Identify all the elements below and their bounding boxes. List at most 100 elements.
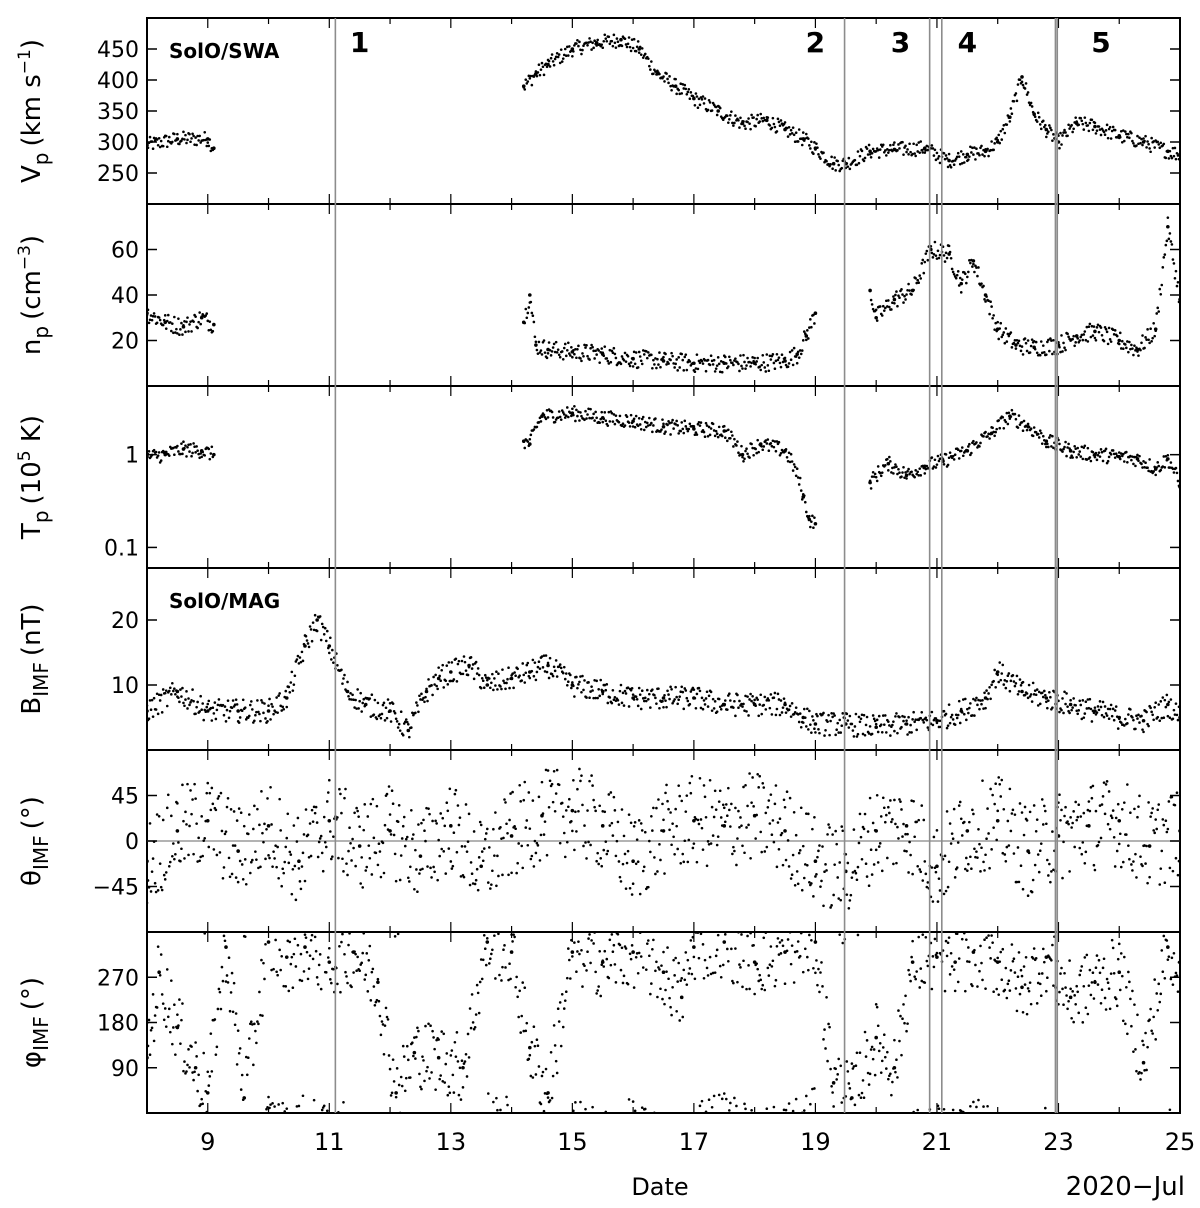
data-point xyxy=(1103,705,1107,708)
data-point xyxy=(505,822,508,826)
data-point xyxy=(671,354,674,358)
data-point xyxy=(1140,714,1143,718)
data-point xyxy=(381,703,385,707)
data-point xyxy=(642,428,646,432)
data-point xyxy=(1058,345,1061,349)
data-point xyxy=(557,353,561,357)
data-point xyxy=(543,820,547,823)
data-point xyxy=(791,363,795,367)
data-point xyxy=(1021,887,1025,891)
data-point xyxy=(623,424,627,427)
data-point xyxy=(793,465,797,469)
data-point xyxy=(1138,454,1141,458)
data-point xyxy=(230,706,234,710)
data-point xyxy=(993,142,996,145)
data-point xyxy=(194,136,197,139)
data-point xyxy=(1090,118,1094,122)
data-point xyxy=(742,120,745,123)
data-point xyxy=(1167,800,1171,803)
data-point xyxy=(591,784,594,787)
data-point xyxy=(648,416,651,420)
data-point xyxy=(194,451,197,454)
data-point xyxy=(1093,868,1097,872)
data-point xyxy=(563,677,567,681)
data-point xyxy=(445,801,449,805)
data-point xyxy=(729,358,732,362)
data-point xyxy=(1002,331,1006,334)
data-point xyxy=(716,109,720,113)
data-point xyxy=(799,725,803,729)
data-point xyxy=(290,670,294,674)
data-point xyxy=(636,40,640,43)
data-point xyxy=(514,985,517,989)
data-point xyxy=(889,460,892,463)
data-point xyxy=(647,697,650,701)
data-point xyxy=(813,311,818,316)
data-point xyxy=(962,712,966,716)
data-point xyxy=(629,361,633,364)
data-point xyxy=(711,834,715,837)
data-point xyxy=(795,870,799,873)
data-point xyxy=(385,1015,389,1019)
data-point xyxy=(1107,127,1111,131)
data-point xyxy=(410,726,413,729)
data-point xyxy=(1117,342,1121,346)
data-point xyxy=(278,948,281,952)
data-point xyxy=(1076,337,1080,340)
data-point xyxy=(185,823,188,826)
data-point xyxy=(591,416,594,420)
data-point xyxy=(620,44,624,48)
data-point xyxy=(1078,339,1082,342)
data-point xyxy=(345,689,350,694)
data-point xyxy=(856,865,860,869)
data-point xyxy=(1130,343,1133,347)
data-point xyxy=(220,829,224,833)
data-point xyxy=(1109,703,1113,707)
data-point xyxy=(772,445,776,449)
data-point xyxy=(986,807,989,810)
data-point xyxy=(711,363,715,366)
data-point xyxy=(786,135,790,138)
y-label-unit: (10 xyxy=(17,461,47,504)
data-point xyxy=(696,422,700,426)
data-point xyxy=(664,430,667,434)
data-point xyxy=(781,863,785,867)
data-point xyxy=(580,414,583,418)
data-point xyxy=(1165,693,1169,697)
data-point xyxy=(958,276,962,280)
data-point xyxy=(979,146,982,150)
data-point xyxy=(1131,716,1134,719)
data-point xyxy=(271,705,274,708)
data-point xyxy=(1114,816,1118,820)
data-point xyxy=(245,1073,249,1077)
data-point xyxy=(293,674,297,678)
data-point xyxy=(1005,411,1009,415)
data-point xyxy=(382,871,386,875)
data-point xyxy=(309,628,313,631)
data-point xyxy=(420,821,423,825)
data-point xyxy=(233,703,237,707)
data-point xyxy=(211,706,215,709)
data-point xyxy=(172,689,175,693)
data-point xyxy=(550,782,554,786)
data-point xyxy=(611,44,615,48)
data-point xyxy=(356,688,359,691)
data-point xyxy=(590,343,593,347)
data-point xyxy=(1176,280,1180,284)
data-point xyxy=(879,474,883,478)
data-point xyxy=(829,906,832,909)
data-point xyxy=(770,444,774,448)
data-point xyxy=(377,999,381,1003)
data-point xyxy=(1132,142,1135,145)
data-point xyxy=(397,1083,401,1087)
data-point xyxy=(1163,698,1167,702)
data-point xyxy=(680,352,684,356)
data-point xyxy=(874,149,878,153)
data-point xyxy=(288,940,292,944)
data-point xyxy=(1006,674,1010,678)
data-point xyxy=(655,366,658,370)
data-point xyxy=(1072,697,1075,700)
data-point xyxy=(594,410,597,414)
data-point xyxy=(202,138,206,142)
data-point xyxy=(1147,142,1150,146)
